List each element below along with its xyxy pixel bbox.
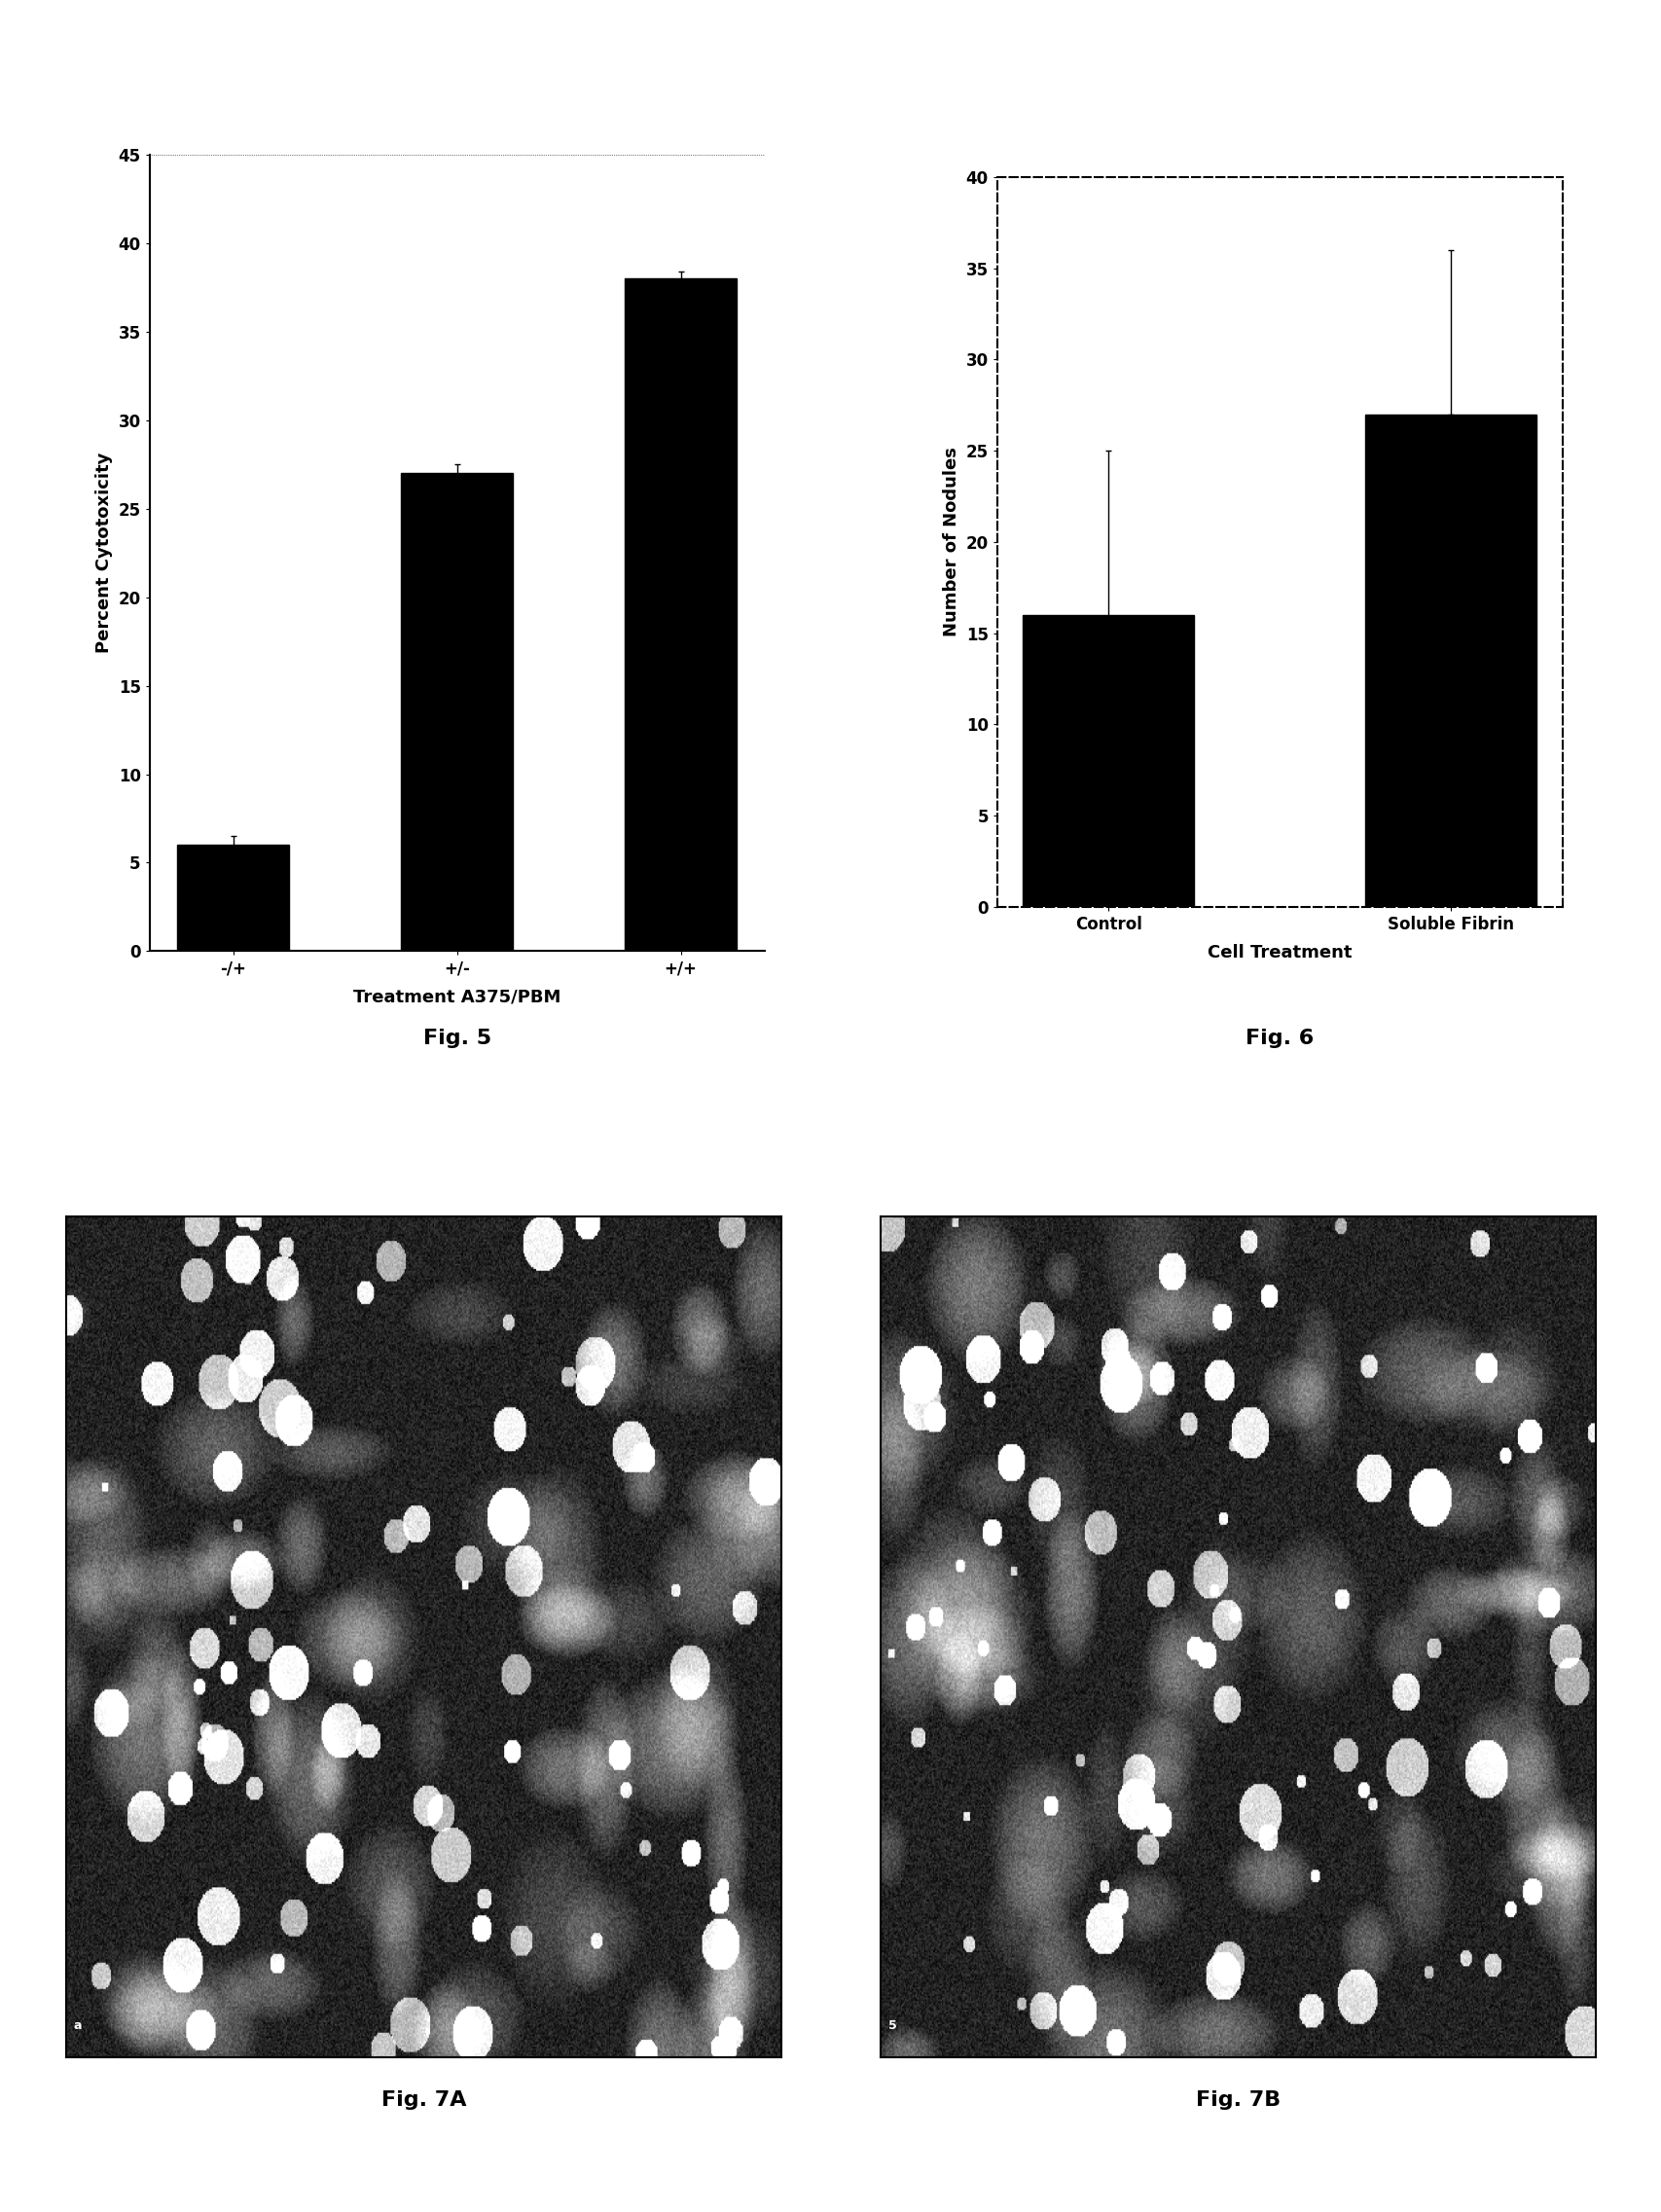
X-axis label: Treatment A375/PBM: Treatment A375/PBM xyxy=(354,989,560,1006)
X-axis label: Cell Treatment: Cell Treatment xyxy=(1208,945,1350,962)
Text: Fig. 7A: Fig. 7A xyxy=(380,2090,467,2110)
Bar xyxy=(625,279,736,951)
Text: Fig. 7B: Fig. 7B xyxy=(1194,2090,1281,2110)
Bar xyxy=(1365,414,1536,907)
Y-axis label: Percent Cytotoxicity: Percent Cytotoxicity xyxy=(95,453,113,653)
Bar xyxy=(178,845,289,951)
Text: Fig. 5: Fig. 5 xyxy=(422,1029,492,1048)
Text: a: a xyxy=(73,2020,81,2033)
Y-axis label: Number of Nodules: Number of Nodules xyxy=(942,447,960,637)
Bar xyxy=(1022,615,1193,907)
Text: Fig. 6: Fig. 6 xyxy=(1244,1029,1314,1048)
Bar xyxy=(400,473,513,951)
Text: 5: 5 xyxy=(887,2020,895,2033)
